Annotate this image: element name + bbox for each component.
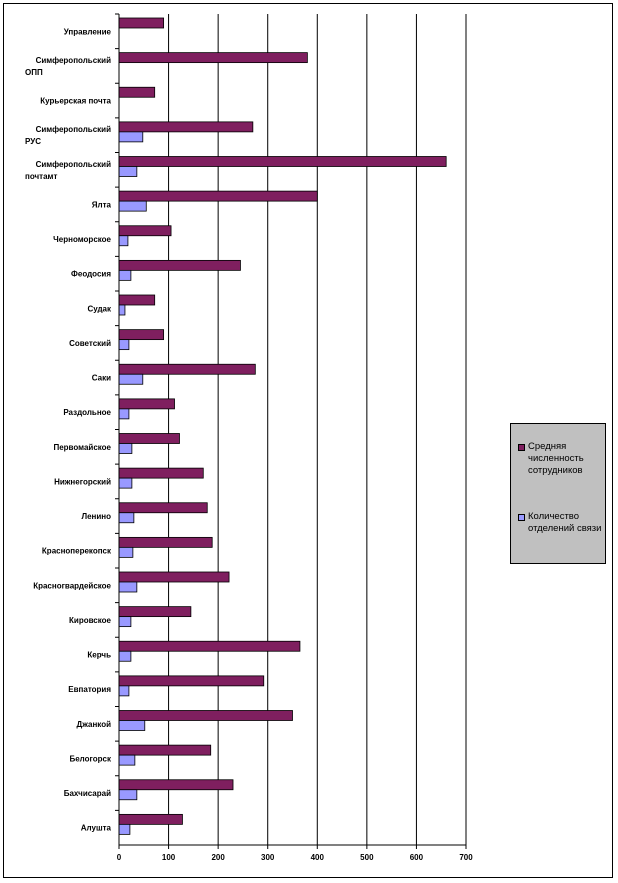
bar-employees	[118, 398, 175, 410]
bar-employees	[118, 813, 183, 825]
category-label: Курьерская почта	[40, 97, 111, 106]
x-tick-label: 600	[410, 853, 424, 862]
category-label: Керчь	[87, 651, 111, 660]
legend-label-employees: Средняя численность сотрудников	[528, 441, 584, 476]
category-label: Джанкой	[77, 720, 112, 729]
bar-employees	[118, 294, 156, 306]
bar-employees	[118, 329, 165, 341]
category-label: Саки	[92, 374, 111, 383]
bar-offices	[118, 339, 130, 351]
category-label: Первомайское	[53, 443, 111, 452]
category-label: Кировское	[69, 616, 112, 625]
category-label: Алушта	[81, 824, 112, 833]
category-label: Красногвардейское	[33, 581, 111, 590]
category-label: Евпатория	[68, 685, 111, 694]
bar-offices	[118, 720, 146, 731]
bar-employees	[118, 433, 180, 444]
bar-employees	[118, 502, 208, 514]
bar-offices	[118, 789, 138, 801]
legend: Средняя численность сотрудников Количест…	[510, 423, 606, 564]
bar-employees	[118, 86, 156, 98]
bar-employees	[118, 363, 256, 375]
bar-employees	[118, 259, 241, 271]
bar-offices	[118, 754, 136, 766]
legend-label-offices: Количество отделений связи	[528, 511, 602, 534]
bar-offices	[118, 443, 133, 454]
bar-offices	[118, 269, 132, 281]
x-tick-label: 500	[360, 853, 374, 862]
x-tick-label: 0	[117, 853, 122, 862]
bar-employees	[118, 156, 447, 167]
legend-item-offices: Количество отделений связи	[518, 511, 604, 535]
category-label: Управление	[64, 27, 112, 36]
legend-swatch-offices	[518, 514, 525, 521]
bar-offices	[118, 650, 132, 662]
category-label: Советский	[69, 339, 111, 348]
bar-offices	[118, 235, 129, 247]
bar-offices	[118, 512, 135, 524]
bar-employees	[118, 571, 230, 583]
bar-offices	[118, 546, 134, 558]
bar-employees	[118, 52, 308, 64]
bar-employees	[118, 17, 165, 29]
x-tick-label: 200	[211, 853, 225, 862]
category-label: Белогорск	[69, 754, 112, 763]
bar-employees	[118, 710, 293, 721]
bar-offices	[118, 477, 133, 489]
category-label: Раздольное	[63, 408, 111, 417]
legend-item-employees: Средняя численность сотрудников	[518, 441, 604, 477]
bar-offices	[118, 581, 138, 593]
category-labels: Управление Симферопольский ОПП Курьерская п…	[25, 27, 112, 832]
bar-offices	[118, 304, 126, 316]
category-label: Нижнегорский	[54, 477, 111, 486]
category-label: Симферопольский ОПП	[25, 56, 111, 77]
bar-employees	[118, 606, 192, 618]
bar-employees	[118, 744, 212, 756]
bar-offices	[118, 200, 147, 212]
bar-offices	[118, 685, 130, 697]
grid-lines	[168, 14, 467, 845]
bar-employees	[118, 225, 172, 237]
bar-employees	[118, 536, 213, 548]
category-label: Феодосия	[71, 270, 111, 279]
bar-offices	[118, 166, 138, 177]
bar-offices	[118, 408, 130, 420]
category-label: Судак	[87, 304, 112, 313]
bar-employees	[118, 190, 318, 202]
category-label: Красноперекопск	[42, 547, 112, 556]
category-label: Симферопольский почтамт	[25, 160, 111, 181]
bar-employees	[118, 467, 204, 479]
bar-offices	[118, 131, 144, 143]
bar-employees	[118, 121, 254, 133]
bar-offices	[118, 616, 132, 628]
legend-swatch-employees	[518, 444, 525, 451]
bar-offices	[118, 373, 144, 385]
category-label: Ялта	[92, 200, 112, 209]
x-tick-label: 300	[261, 853, 275, 862]
category-label: Черноморское	[53, 235, 111, 244]
x-tick-label: 400	[311, 853, 325, 862]
bars	[118, 17, 447, 835]
x-tick-labels: 0 100 200 300 400 500 600 700	[117, 853, 473, 862]
bar-employees	[118, 675, 265, 687]
axes	[115, 13, 467, 849]
category-label: Бахчисарай	[64, 789, 111, 798]
bar-employees	[118, 779, 234, 791]
bar-offices	[118, 823, 131, 835]
category-label: Ленино	[81, 512, 111, 521]
bar-employees	[118, 640, 301, 652]
x-tick-label: 100	[162, 853, 176, 862]
x-tick-label: 700	[459, 853, 473, 862]
category-label: Симферопольский РУС	[25, 125, 111, 146]
